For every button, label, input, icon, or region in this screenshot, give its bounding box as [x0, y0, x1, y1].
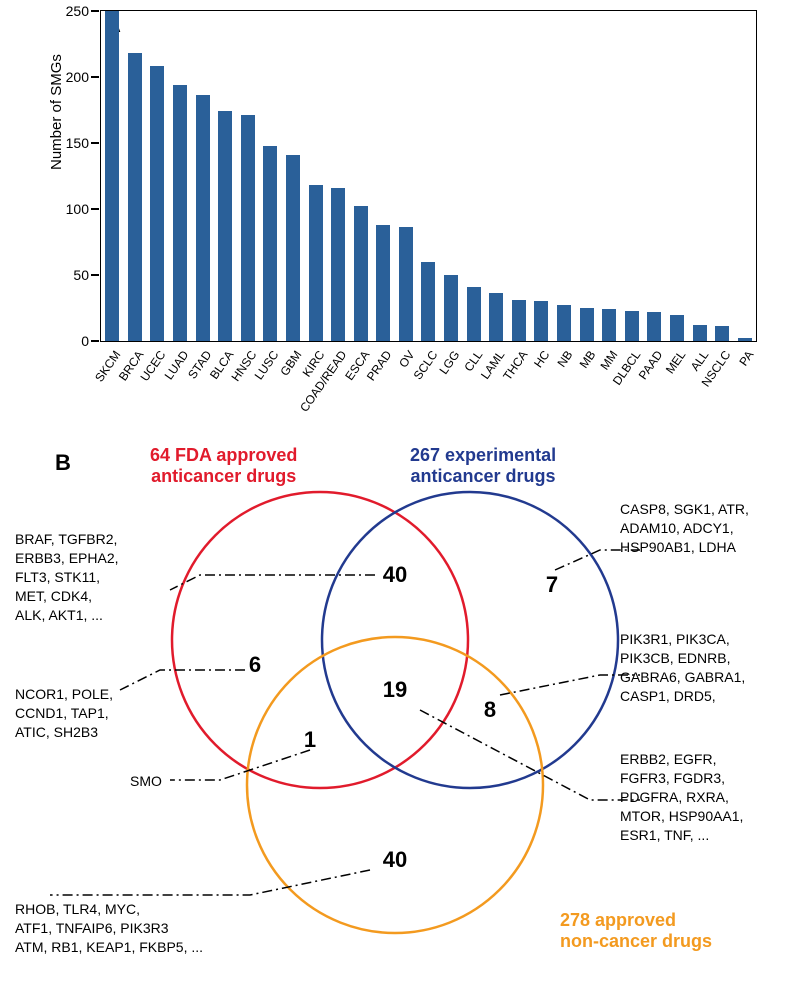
- bar-MM: [602, 309, 616, 341]
- bar-PA: [738, 338, 752, 341]
- bar-HC: [534, 301, 548, 341]
- bar-STAD: [196, 95, 210, 341]
- panel-a: Number of SMGs 050100150200250SKCMBRCAUC…: [40, 10, 755, 400]
- bar-LUSC: [263, 146, 277, 341]
- num-fda-non: 1: [304, 727, 316, 753]
- x-label-SCLC: SCLC: [410, 348, 440, 382]
- bar-KIRC: [309, 185, 323, 341]
- x-label-PA: PA: [736, 348, 756, 368]
- bar-LGG: [444, 275, 458, 341]
- y-tick-label: 100: [66, 201, 101, 217]
- x-label-MB: MB: [576, 348, 598, 371]
- num-fda-only: 6: [249, 652, 261, 678]
- genes-fda-exp: BRAF, TGFBR2, ERBB3, EPHA2, FLT3, STK11,…: [15, 530, 119, 624]
- x-label-THCA: THCA: [500, 348, 530, 383]
- y-tick-label: 200: [66, 69, 101, 85]
- bar-PRAD: [376, 225, 390, 341]
- y-tick-label: 0: [81, 333, 101, 349]
- bar-ESCA: [354, 206, 368, 341]
- num-exp-non: 8: [484, 697, 496, 723]
- genes-fda-only: NCOR1, POLE, CCND1, TAP1, ATIC, SH2B3: [15, 685, 113, 742]
- bar-NSCLC: [715, 326, 729, 341]
- x-label-GBM: GBM: [277, 348, 304, 378]
- bar-LAML: [489, 293, 503, 341]
- x-label-LUAD: LUAD: [162, 348, 192, 382]
- x-label-OV: OV: [396, 348, 417, 370]
- bar-COAD/READ: [331, 188, 345, 341]
- x-label-MEL: MEL: [663, 348, 689, 376]
- bar-DLBCL: [625, 311, 639, 341]
- panel-b: 64 FDA approved anticancer drugs 267 exp…: [0, 430, 790, 980]
- bar-GBM: [286, 155, 300, 341]
- bar-SCLC: [421, 262, 435, 341]
- genes-exp-only: CASP8, SGK1, ATR, ADAM10, ADCY1, HSP90AB…: [620, 500, 749, 557]
- bar-PAAD: [647, 312, 661, 341]
- bar-CLL: [467, 287, 481, 341]
- y-tick-label: 150: [66, 135, 101, 151]
- num-exp-only: 7: [546, 572, 558, 598]
- bar-ALL: [693, 325, 707, 341]
- genes-center: ERBB2, EGFR, FGFR3, FGDR3, PDGFRA, RXRA,…: [620, 750, 743, 844]
- genes-exp-non: PIK3R1, PIK3CA, PIK3CB, EDNRB, GABRA6, G…: [620, 630, 745, 706]
- genes-fda-non: SMO: [130, 772, 162, 791]
- bar-UCEC: [150, 66, 164, 341]
- y-axis-title: Number of SMGs: [48, 54, 65, 170]
- num-fda-exp: 40: [383, 562, 407, 588]
- genes-non-only: RHOB, TLR4, MYC, ATF1, TNFAIP6, PIK3R3 A…: [15, 900, 203, 957]
- bar-LUAD: [173, 85, 187, 341]
- bar-BLCA: [218, 111, 232, 341]
- bar-MEL: [670, 315, 684, 341]
- bar-THCA: [512, 300, 526, 341]
- connectors: [50, 550, 640, 895]
- bar-SKCM: [105, 11, 119, 341]
- num-center: 19: [383, 677, 407, 703]
- x-label-HC: HC: [531, 348, 552, 370]
- x-label-LUSC: LUSC: [252, 348, 282, 382]
- x-label-NB: NB: [554, 348, 575, 370]
- bar-HNSC: [241, 115, 255, 341]
- bar-BRCA: [128, 53, 142, 341]
- x-label-SKCM: SKCM: [92, 348, 123, 384]
- y-tick-label: 50: [73, 267, 101, 283]
- y-tick-label: 250: [66, 3, 101, 19]
- bar-chart: 050100150200250SKCMBRCAUCECLUADSTADBLCAH…: [100, 10, 757, 342]
- bar-OV: [399, 227, 413, 341]
- bar-MB: [580, 308, 594, 341]
- num-non-only: 40: [383, 847, 407, 873]
- x-label-LGG: LGG: [437, 348, 463, 377]
- bar-NB: [557, 305, 571, 341]
